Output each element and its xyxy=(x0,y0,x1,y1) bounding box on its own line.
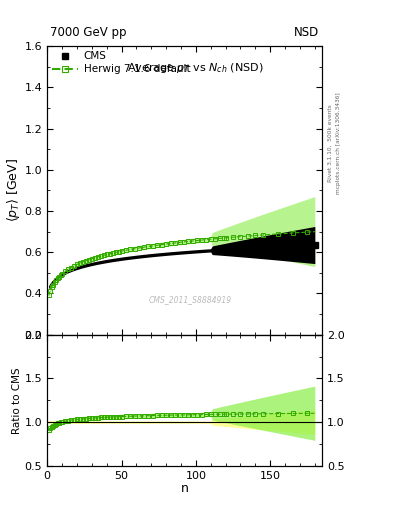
Text: NSD: NSD xyxy=(294,26,320,39)
Text: Average $p_T$ vs $N_{ch}$ (NSD): Average $p_T$ vs $N_{ch}$ (NSD) xyxy=(127,60,264,75)
Text: 7000 GeV pp: 7000 GeV pp xyxy=(50,26,127,39)
Legend: CMS, Herwig 7.1.6 default: CMS, Herwig 7.1.6 default xyxy=(52,51,190,74)
Y-axis label: Ratio to CMS: Ratio to CMS xyxy=(12,367,22,434)
Y-axis label: $\langle p_T \rangle$ [GeV]: $\langle p_T \rangle$ [GeV] xyxy=(5,158,22,222)
Text: CMS_2011_S8884919: CMS_2011_S8884919 xyxy=(149,295,232,305)
X-axis label: n: n xyxy=(181,482,189,495)
Text: Rivet 3.1.10,  500k events: Rivet 3.1.10, 500k events xyxy=(328,104,333,182)
Text: mcplots.cern.ch [arXiv:1306.3436]: mcplots.cern.ch [arXiv:1306.3436] xyxy=(336,93,341,194)
